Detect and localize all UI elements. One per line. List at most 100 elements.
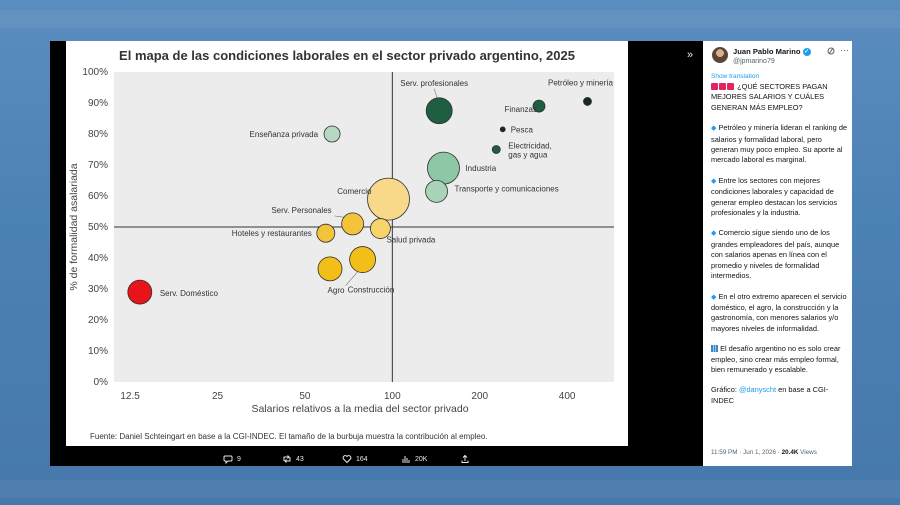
y-tick-label: 70% xyxy=(88,160,108,171)
diamond-icon: ◆ xyxy=(711,293,717,301)
bubble xyxy=(491,145,501,154)
source-note: Fuente: Daniel Schteingart en base a la … xyxy=(90,432,488,441)
bubble xyxy=(323,125,341,143)
y-tick-label: 10% xyxy=(88,346,108,357)
y-axis-label: % de formalidad asalariada xyxy=(68,163,80,290)
diamond-icon: ◆ xyxy=(711,177,717,185)
show-translation-link[interactable]: Show translation xyxy=(711,73,760,80)
x-axis-label: Salarios relativos a la media del sector… xyxy=(251,403,468,415)
retweet-count: 43 xyxy=(296,455,304,463)
credit-suffix: en base a CGI-INDEC xyxy=(711,385,829,405)
y-tick-label: 80% xyxy=(88,129,108,140)
bubble-chart: El mapa de las condiciones laborales en … xyxy=(68,48,614,441)
x-tick-label: 200 xyxy=(471,391,488,402)
diamond-icon: ◆ xyxy=(711,230,717,238)
y-tick-label: 100% xyxy=(82,67,108,78)
bubble-label: Transporte y comunicaciones xyxy=(455,184,559,193)
x-tick-label: 50 xyxy=(299,391,311,402)
views-count: 20K xyxy=(415,455,428,463)
views-label: Views xyxy=(798,449,817,456)
bubble xyxy=(532,99,546,113)
tweet-body: ¿QUÉ SECTORES PAGAN MEJORES SALARIOS Y C… xyxy=(711,82,849,416)
y-tick-label: 30% xyxy=(88,284,108,295)
views-icon xyxy=(402,456,410,463)
bubble xyxy=(367,177,410,221)
like-button[interactable]: 164 xyxy=(342,454,368,464)
tweet-text: El desafío argentino no es solo crear em… xyxy=(711,344,841,374)
bubble xyxy=(370,218,391,239)
bubble xyxy=(425,97,453,125)
bubble xyxy=(341,212,365,236)
y-tick-label: 90% xyxy=(88,98,108,109)
verified-icon: ✓ xyxy=(802,48,811,56)
tweet-paragraph: ◆ En el otro extremo aparecen el servici… xyxy=(711,292,849,335)
tweet-headline: ¿QUÉ SECTORES PAGAN MEJORES SALARIOS Y C… xyxy=(711,82,828,112)
reply-count: 9 xyxy=(237,455,241,463)
bubble-label: Salud privada xyxy=(386,236,435,245)
bubble xyxy=(427,151,460,185)
bar-chart-icon xyxy=(711,345,718,353)
timestamp[interactable]: 11:59 PM · Jun 1, 2026 · xyxy=(711,449,782,456)
y-tick-label: 40% xyxy=(88,253,108,264)
backdrop-row xyxy=(0,10,900,28)
views-button[interactable]: 20K xyxy=(401,454,427,464)
author-name[interactable]: Juan Pablo Marino xyxy=(733,47,801,56)
tweet-paragraph: ◆ Comercio sigue siendo uno de los grand… xyxy=(711,228,849,281)
tweet-text: En el otro extremo aparecen el servicio … xyxy=(711,291,847,333)
bubble-label: Comercio xyxy=(337,187,372,196)
like-icon xyxy=(342,455,352,464)
more-icon[interactable]: ⋯ xyxy=(840,45,849,55)
y-tick-label: 60% xyxy=(88,191,108,202)
grok-icon[interactable] xyxy=(827,47,835,55)
avatar[interactable] xyxy=(712,47,728,63)
bubble-label: Hoteles y restaurantes xyxy=(232,229,312,238)
share-button[interactable] xyxy=(460,454,470,464)
bubble-label: Finanzas xyxy=(505,105,537,114)
bubble-label: Construcción xyxy=(348,286,395,295)
bubble xyxy=(499,126,506,133)
bubble-label: Serv. profesionales xyxy=(400,79,468,88)
reply-icon xyxy=(223,455,233,464)
tweet-panel: Juan Pablo Marino ✓ @jpmarino79 ⋯ Show t… xyxy=(703,41,852,466)
bubble-label: Petróleo y minería xyxy=(548,78,613,87)
chart-title: El mapa de las condiciones laborales en … xyxy=(119,48,575,63)
bubble-label: Serv. Personales xyxy=(271,206,331,215)
y-tick-label: 20% xyxy=(88,315,108,326)
share-icon xyxy=(461,454,469,463)
tweet-paragraph: El desafío argentino no es solo crear em… xyxy=(711,344,849,375)
alarm-icon xyxy=(711,83,718,90)
x-tick-label: 12.5 xyxy=(120,391,140,402)
tweet-text: Comercio sigue siendo uno de los grandes… xyxy=(711,228,840,281)
bubble-label: Serv. Doméstico xyxy=(160,289,219,298)
tweet-text: Entre los sectores con mejores condicion… xyxy=(711,175,838,218)
chevron-double-right-icon[interactable]: » xyxy=(686,49,694,61)
bubble-label: Industria xyxy=(465,164,496,173)
retweet-button[interactable]: 43 xyxy=(282,454,304,464)
tweet-headline-paragraph: ¿QUÉ SECTORES PAGAN MEJORES SALARIOS Y C… xyxy=(711,82,849,113)
bubble-label: Enseñanza privada xyxy=(250,130,319,139)
views-total: 20.4K xyxy=(781,449,799,456)
reply-button[interactable]: 9 xyxy=(223,454,241,464)
y-tick-label: 50% xyxy=(88,222,108,233)
bubble xyxy=(425,179,448,203)
tweet-paragraph: ◆ Entre los sectores con mejores condici… xyxy=(711,176,849,219)
alarm-icon xyxy=(719,83,726,90)
author-name-row[interactable]: Juan Pablo Marino ✓ xyxy=(733,47,811,57)
bubble xyxy=(583,97,592,106)
like-count: 164 xyxy=(356,455,368,463)
credit-prefix: Gráfico: xyxy=(711,385,739,395)
bubble xyxy=(349,246,377,273)
bubble-label: Pesca xyxy=(511,125,534,134)
mention-link[interactable]: @danyscht xyxy=(738,385,777,395)
chart-image: El mapa de las condiciones laborales en … xyxy=(66,41,628,446)
bubble-label: Electricidad, gas y agua xyxy=(508,142,552,160)
bubble xyxy=(317,256,343,282)
x-tick-label: 25 xyxy=(212,391,224,402)
alarm-icon xyxy=(727,83,734,90)
bubble xyxy=(316,223,336,243)
diamond-icon: ◆ xyxy=(711,125,717,133)
tweet-text: Petróleo y minería lideran el ranking de… xyxy=(711,123,848,165)
tweet-credit: Gráfico: @danyscht en base a CGI-INDEC xyxy=(711,385,849,406)
retweet-icon xyxy=(283,455,291,463)
author-handle[interactable]: @jpmarino79 xyxy=(733,58,775,65)
